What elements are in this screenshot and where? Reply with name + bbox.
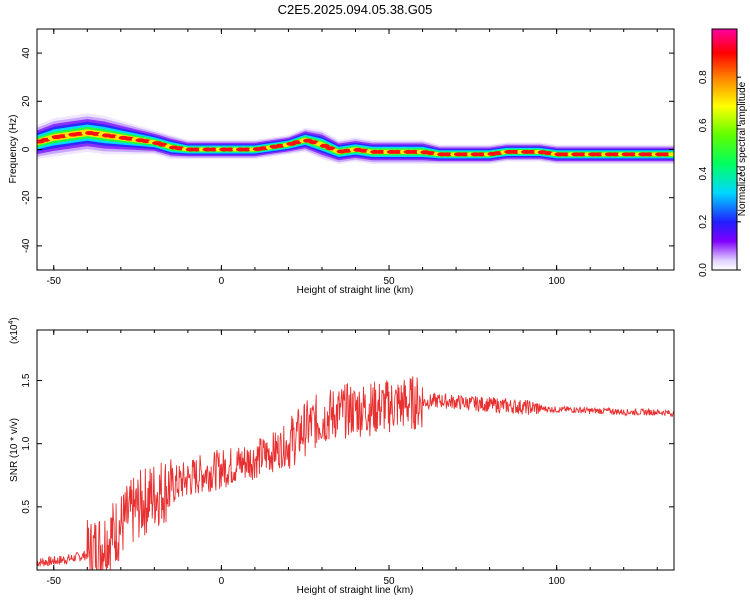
spectrogram-x-ticks: -50 0 50 100	[47, 29, 658, 287]
spectrogram-y-label: Frequency (Hz)	[8, 115, 19, 184]
x-tick-label: -50	[47, 576, 62, 587]
y-tick-label: -40	[21, 238, 32, 253]
x-tick-label: -50	[47, 276, 62, 287]
colorbar-tick-label: 0.4	[698, 166, 709, 180]
ridge-hotspot	[358, 148, 369, 153]
ridge-hotspot	[308, 140, 319, 145]
ridge-hotspot	[543, 151, 554, 156]
spectrogram-panel: -50 0 50 100 40 20 0 -20 -40 Height of straight…	[8, 28, 675, 296]
x-tick-label: 100	[548, 576, 565, 587]
snr-y-label: SNR (10 * v/v)	[9, 418, 20, 482]
y-tick-label: 20	[21, 95, 32, 107]
ridge-hotspot	[57, 134, 68, 139]
colorbar-tick-label: 0.0	[698, 263, 709, 277]
ridge-hotspot	[191, 147, 202, 152]
ridge-hotspot	[576, 152, 587, 157]
ridge-hotspot	[409, 149, 420, 154]
ridge-hotspot	[40, 137, 51, 142]
ridge-hotspot	[275, 143, 286, 148]
ridge-hotspot	[157, 142, 168, 147]
snr-series-line	[37, 376, 674, 570]
ridge-hotspot	[492, 151, 503, 156]
ridge-hotspot	[610, 152, 621, 157]
ridge-hotspot	[668, 152, 674, 157]
colorbar-tick-label: 0.6	[698, 118, 709, 132]
x-tick-label: 0	[219, 276, 225, 287]
ridge-hotspot	[627, 152, 638, 157]
x-tick-label: 100	[548, 276, 565, 287]
colorbar: 0.0 0.2 0.4 0.6 0.8 Normalized spectral ampl…	[698, 28, 748, 277]
ridge-hotspot	[208, 147, 219, 152]
snr-multiplier: (x104)	[8, 317, 20, 344]
ridge-hotspot	[73, 131, 84, 136]
snr-y-ticks: 0.5 1.0 1.5	[21, 373, 674, 514]
ridge-hotspot	[560, 152, 571, 157]
x-tick-label: 50	[383, 576, 395, 587]
spectrogram-y-ticks: 40 20 0 -20 -40	[21, 47, 674, 253]
ridge-hotspot	[258, 146, 269, 151]
colorbar-tick-label: 0.8	[698, 70, 709, 84]
ridge-hotspot	[526, 149, 537, 154]
ridge-hotspot	[325, 146, 336, 151]
ridge-hotspot	[459, 152, 470, 157]
x-tick-label: 0	[219, 576, 225, 587]
y-tick-label: -20	[21, 190, 32, 205]
colorbar-tick-label: 0.2	[698, 214, 709, 228]
ridge-hotspot	[425, 151, 436, 156]
ridge-hotspot	[660, 152, 671, 157]
ridge-hotspot	[643, 152, 654, 157]
ridge-hotspot	[442, 152, 453, 157]
y-tick-label: 0	[21, 146, 32, 152]
spectrogram-x-label: Height of straight line (km)	[297, 285, 414, 296]
ridge-hotspot	[140, 139, 151, 144]
ridge-hotspot	[224, 147, 235, 152]
ridge-hotspot	[124, 136, 135, 141]
spectrogram-ridge	[37, 113, 674, 164]
ridge-hotspot	[241, 147, 252, 152]
y-tick-label: 40	[21, 47, 32, 59]
y-tick-label: 1.0	[21, 436, 32, 450]
figure-title: C2E5.2025.094.05.38.G05	[278, 2, 433, 17]
ridge-hotspot	[291, 140, 302, 145]
ridge-hotspot	[375, 149, 386, 154]
ridge-hotspot	[174, 146, 185, 151]
ridge-hotspot	[107, 134, 118, 139]
ridge-hotspot	[476, 152, 487, 157]
snr-x-ticks: -50 0 50 100	[47, 330, 658, 587]
y-tick-label: 0.5	[21, 499, 32, 513]
colorbar-gradient	[711, 28, 738, 271]
ridge-hotspot	[509, 149, 520, 154]
ridge-hotspot	[593, 152, 604, 157]
snr-x-label: Height of straight line (km)	[297, 585, 414, 596]
ridge-hotspot	[90, 131, 101, 136]
x-tick-label: 50	[383, 276, 395, 287]
y-tick-label: 1.5	[21, 373, 32, 387]
ridge-hotspot	[342, 148, 353, 153]
colorbar-ticks: 0.0 0.2 0.4 0.6 0.8	[698, 70, 741, 277]
snr-panel: -50 0 50 100 0.5 1.0 1.5 Height of straight l…	[8, 317, 675, 596]
ridge-hotspot	[392, 149, 403, 154]
colorbar-label: Normalized spectral amplitude	[737, 81, 748, 216]
svg-text:(x104): (x104)	[8, 317, 20, 344]
